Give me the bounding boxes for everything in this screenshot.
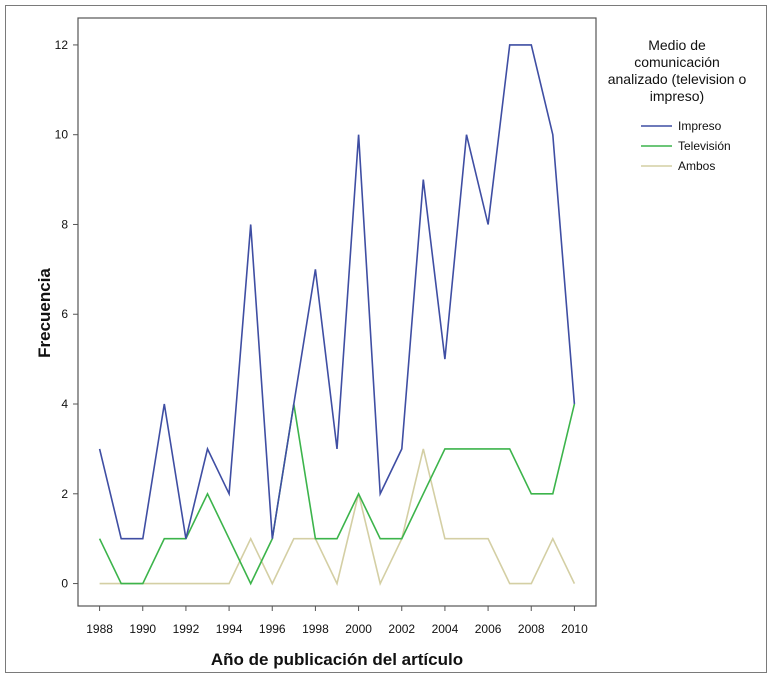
plot-area — [77, 17, 597, 607]
y-tick-label: 0 — [61, 577, 68, 591]
x-tick-label: 2010 — [561, 622, 588, 636]
legend-label-television: Televisión — [678, 139, 731, 153]
y-tick-label: 8 — [61, 217, 68, 231]
y-axis-label: Frecuencia — [35, 268, 54, 358]
x-tick-label: 1990 — [129, 622, 156, 636]
legend-title-line: analizado (television o — [608, 71, 747, 87]
x-tick-label: 1988 — [86, 622, 113, 636]
figure-border — [5, 5, 767, 673]
legend: Medio de comunicación analizado (televis… — [608, 37, 747, 173]
series-line-ambos — [99, 448, 576, 586]
y-tick-label: 6 — [61, 307, 68, 321]
y-tick-label: 2 — [61, 487, 68, 501]
x-tick-label: 1996 — [259, 622, 286, 636]
x-tick-label: 2002 — [388, 622, 415, 636]
series-layer — [98, 44, 576, 586]
legend-label-impreso: Impreso — [678, 119, 722, 133]
x-tick-label: 2004 — [432, 622, 459, 636]
y-tick-label: 4 — [61, 397, 68, 411]
y-axis: 0 2 4 6 8 10 12 — [55, 38, 78, 591]
x-axis-label: Año de publicación del artículo — [211, 650, 463, 669]
x-tick-label: 2006 — [475, 622, 502, 636]
series-line-television — [98, 403, 576, 586]
y-tick-label: 12 — [55, 38, 69, 52]
legend-title-line: Medio de — [648, 37, 706, 53]
series-line-impreso — [98, 44, 576, 540]
legend-label-ambos: Ambos — [678, 159, 715, 173]
x-tick-label: 2000 — [345, 622, 372, 636]
x-tick-label: 1994 — [216, 622, 243, 636]
x-tick-label: 1998 — [302, 622, 329, 636]
legend-title-line: impreso) — [650, 88, 704, 104]
x-tick-label: 1992 — [173, 622, 200, 636]
y-tick-label: 10 — [55, 128, 69, 142]
legend-title-line: comunicación — [634, 54, 720, 70]
x-axis: 1988 1990 1992 1994 1996 1998 2000 2002 2004 2006… — [86, 606, 588, 636]
x-tick-label: 2008 — [518, 622, 545, 636]
